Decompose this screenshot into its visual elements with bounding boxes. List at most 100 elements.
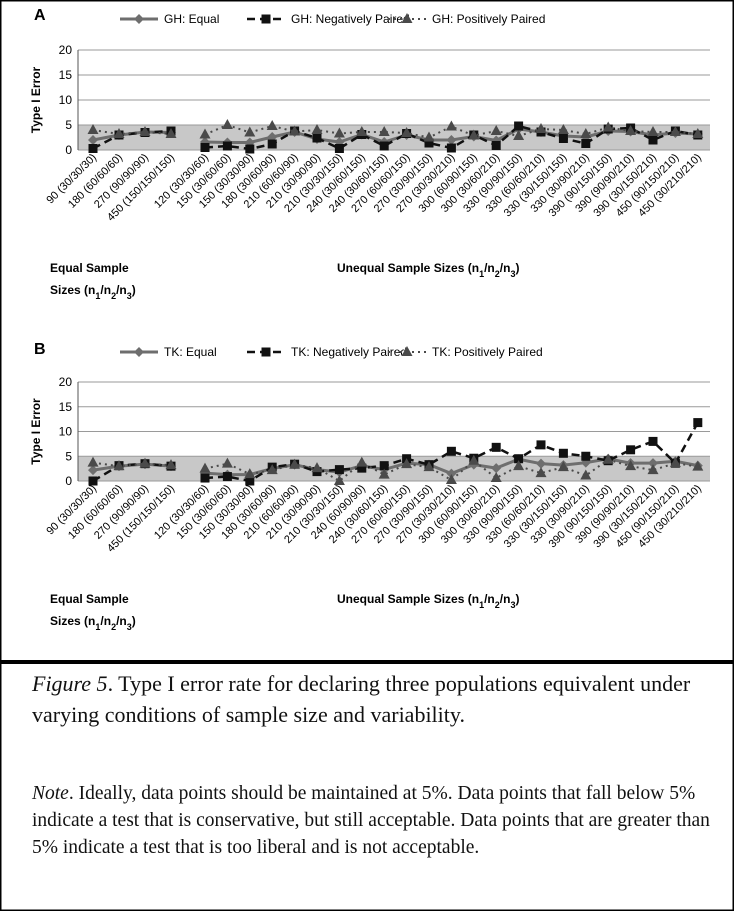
data-point xyxy=(244,468,256,479)
data-point xyxy=(625,460,637,471)
y-tick-label: 0 xyxy=(65,143,72,157)
data-point xyxy=(580,128,592,138)
chart-figure: A 0 5 10 15 20 Type I Error GH: Equal GH: Negati… xyxy=(29,7,710,632)
data-point xyxy=(491,463,502,474)
data-point xyxy=(490,472,502,483)
data-point xyxy=(445,474,457,485)
data-point xyxy=(626,445,636,455)
series-line xyxy=(92,461,172,468)
legend-marker xyxy=(134,347,144,357)
data-point xyxy=(334,465,344,475)
data-point xyxy=(557,124,569,134)
figure-note: Note. Ideally, data points should be mai… xyxy=(32,780,712,861)
note-label-punct: . xyxy=(68,783,74,804)
data-point xyxy=(87,456,99,467)
caption-label: Figure 5 xyxy=(32,671,108,696)
data-point xyxy=(446,143,456,153)
y-tick-label: 10 xyxy=(59,425,73,439)
legend-label: TK: Negatively Paired xyxy=(291,345,407,359)
data-point xyxy=(401,458,413,469)
legend-marker xyxy=(261,347,271,357)
legend-label: GH: Positively Paired xyxy=(432,12,545,26)
data-point xyxy=(266,120,278,130)
data-point xyxy=(88,465,98,476)
data-point xyxy=(468,129,480,140)
data-point xyxy=(692,128,704,138)
y-tick-label: 15 xyxy=(59,68,73,82)
data-point xyxy=(424,138,434,148)
data-point xyxy=(692,460,704,471)
data-point xyxy=(445,120,457,131)
legend-marker xyxy=(261,14,271,24)
y-tick-label: 5 xyxy=(65,118,72,132)
series-line xyxy=(92,129,172,150)
panel-label: B xyxy=(34,341,46,358)
data-point xyxy=(581,139,591,148)
y-tick-label: 20 xyxy=(59,375,73,389)
data-point xyxy=(647,126,659,136)
data-point xyxy=(378,468,390,479)
data-point xyxy=(87,124,99,134)
series-line xyxy=(204,458,698,482)
data-point xyxy=(446,135,457,145)
legend-label: GH: Negatively Paired xyxy=(291,12,410,26)
series-line xyxy=(92,462,172,483)
legend-label: GH: Equal xyxy=(164,12,219,26)
data-point xyxy=(558,134,568,143)
data-point xyxy=(669,457,681,468)
data-point xyxy=(357,463,367,473)
data-point xyxy=(401,127,413,137)
data-point xyxy=(333,475,345,485)
data-point xyxy=(602,121,614,132)
data-point xyxy=(648,436,658,446)
note-label: Note xyxy=(32,783,69,804)
panel-b: B 0 5 10 15 20 Type I Error TK: Equal TK: Negati… xyxy=(29,341,710,632)
data-point xyxy=(468,454,480,465)
data-point xyxy=(491,141,501,150)
data-point xyxy=(356,126,368,136)
panel-label: A xyxy=(34,7,46,24)
data-point xyxy=(88,144,98,153)
y-tick-label: 0 xyxy=(65,474,72,488)
data-point xyxy=(423,131,435,142)
data-point xyxy=(535,123,547,133)
data-point xyxy=(333,127,345,138)
data-point xyxy=(88,135,98,145)
data-point xyxy=(221,457,233,468)
data-point xyxy=(379,461,389,471)
data-point xyxy=(165,459,177,470)
data-point xyxy=(647,464,659,475)
data-point xyxy=(379,141,389,151)
data-point xyxy=(648,135,658,145)
data-point xyxy=(334,144,344,153)
data-point xyxy=(199,462,211,473)
data-point xyxy=(490,125,502,135)
data-point xyxy=(446,446,456,456)
y-tick-label: 10 xyxy=(59,93,73,107)
data-point xyxy=(245,144,255,154)
caption-label-punct: . xyxy=(107,671,114,696)
series-line xyxy=(92,129,172,135)
legend-marker xyxy=(134,14,144,24)
data-point xyxy=(113,460,125,471)
legend-label: TK: Equal xyxy=(164,345,217,359)
data-point xyxy=(222,472,232,482)
data-point xyxy=(378,126,390,136)
data-point xyxy=(693,418,703,428)
data-point xyxy=(513,130,525,140)
data-point xyxy=(514,121,524,131)
series-line xyxy=(204,421,699,483)
data-point xyxy=(513,460,525,471)
data-point xyxy=(221,119,233,129)
data-point xyxy=(536,440,546,450)
data-point xyxy=(200,143,210,152)
data-point xyxy=(558,448,568,458)
group-label: Sizes (n1/n2/n3) xyxy=(50,283,136,301)
data-point xyxy=(245,476,255,486)
data-point xyxy=(514,454,524,464)
data-point xyxy=(139,457,151,468)
group-label: Equal Sample xyxy=(50,261,129,275)
data-point xyxy=(222,141,232,151)
group-label: Sizes (n1/n2/n3) xyxy=(50,614,136,632)
group-label: Unequal Sample Sizes (n1/n2/n3) xyxy=(337,261,519,279)
